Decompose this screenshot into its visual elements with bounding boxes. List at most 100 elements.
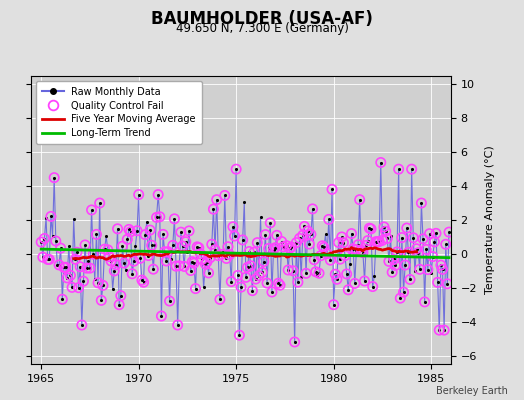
- Point: [48, 232, 57, 239]
- Point: [414, 250, 422, 256]
- Point: [430, 239, 439, 245]
- Point: [359, 249, 367, 256]
- Point: [43, 256, 52, 263]
- Point: [37, 239, 46, 245]
- Point: [39, 254, 47, 260]
- Point: [420, 299, 429, 305]
- Point: [154, 191, 162, 198]
- Point: [443, 280, 452, 287]
- Point: [402, 225, 411, 231]
- Point: [287, 244, 296, 250]
- Point: [303, 228, 312, 234]
- Point: [47, 213, 55, 220]
- Point: [313, 272, 322, 278]
- Point: [433, 279, 442, 286]
- Point: [240, 199, 248, 205]
- Point: [443, 280, 452, 287]
- Point: [398, 234, 406, 241]
- Point: [78, 322, 86, 328]
- Point: [88, 207, 96, 213]
- Text: Berkeley Earth: Berkeley Earth: [436, 386, 508, 396]
- Point: [147, 242, 156, 248]
- Point: [323, 250, 331, 257]
- Point: [55, 262, 63, 268]
- Point: [193, 244, 201, 250]
- Point: [234, 272, 242, 279]
- Point: [84, 258, 93, 264]
- Point: [256, 214, 265, 220]
- Point: [180, 263, 188, 270]
- Point: [282, 242, 291, 249]
- Point: [102, 233, 111, 240]
- Point: [393, 249, 401, 255]
- Point: [375, 238, 384, 245]
- Point: [47, 213, 55, 220]
- Point: [292, 240, 300, 246]
- Point: [299, 232, 307, 238]
- Point: [334, 239, 343, 246]
- Point: [296, 235, 304, 242]
- Point: [323, 250, 331, 257]
- Point: [214, 252, 223, 259]
- Point: [89, 251, 97, 258]
- Point: [380, 224, 388, 230]
- Point: [113, 226, 122, 232]
- Point: [208, 241, 216, 248]
- Y-axis label: Temperature Anomaly (°C): Temperature Anomaly (°C): [485, 146, 495, 294]
- Point: [151, 242, 159, 248]
- Point: [177, 229, 185, 235]
- Point: [312, 268, 320, 275]
- Point: [61, 264, 70, 270]
- Point: [422, 246, 430, 253]
- Point: [331, 271, 340, 278]
- Point: [302, 270, 310, 276]
- Point: [138, 277, 146, 283]
- Point: [276, 282, 284, 288]
- Point: [436, 262, 445, 268]
- Point: [433, 279, 442, 286]
- Point: [263, 280, 271, 286]
- Point: [310, 256, 319, 263]
- Point: [395, 166, 403, 172]
- Point: [404, 249, 412, 256]
- Point: [367, 226, 375, 232]
- Point: [266, 220, 275, 226]
- Point: [40, 235, 49, 242]
- Point: [206, 254, 214, 261]
- Point: [177, 229, 185, 235]
- Point: [196, 250, 204, 257]
- Point: [354, 242, 362, 248]
- Point: [258, 269, 266, 276]
- Point: [39, 254, 47, 260]
- Point: [95, 200, 104, 206]
- Point: [359, 249, 367, 256]
- Point: [112, 262, 120, 268]
- Point: [128, 270, 136, 277]
- Point: [284, 267, 292, 273]
- Point: [385, 258, 393, 264]
- Point: [79, 278, 88, 284]
- Point: [63, 275, 71, 281]
- Point: [191, 285, 200, 292]
- Point: [245, 248, 254, 255]
- Point: [196, 250, 204, 257]
- Point: [378, 237, 387, 244]
- Point: [395, 166, 403, 172]
- Point: [248, 288, 257, 294]
- Point: [393, 249, 401, 255]
- Point: [110, 268, 118, 274]
- Point: [253, 240, 261, 246]
- Text: 49.650 N, 7.300 E (Germany): 49.650 N, 7.300 E (Germany): [176, 22, 348, 35]
- Point: [68, 284, 77, 290]
- Point: [406, 276, 414, 283]
- Point: [78, 322, 86, 328]
- Point: [88, 207, 96, 213]
- Point: [326, 257, 335, 263]
- Point: [86, 265, 94, 271]
- Point: [201, 261, 210, 267]
- Point: [201, 261, 210, 267]
- Point: [194, 244, 203, 251]
- Point: [115, 302, 123, 308]
- Point: [281, 245, 289, 251]
- Point: [141, 232, 149, 238]
